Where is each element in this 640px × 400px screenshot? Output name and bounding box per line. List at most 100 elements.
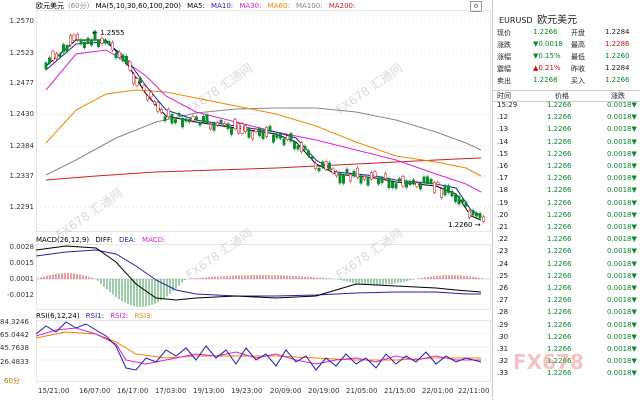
- macd-tick: -0.0012: [6, 291, 34, 299]
- candle-body: [275, 134, 279, 139]
- candle-body: [90, 40, 93, 46]
- tick-time: .19: [497, 198, 509, 207]
- candle-body: [135, 78, 139, 86]
- candle-body: [69, 35, 72, 46]
- tick-change: 0.0018▼: [607, 174, 637, 183]
- candle-body: [177, 113, 181, 116]
- candle-body: [142, 85, 146, 91]
- candle-body: [408, 181, 412, 185]
- tick-price: 1.2266: [547, 296, 572, 305]
- rsi-params: RSI(6,12,24): [36, 312, 80, 320]
- tick-price: 1.2266: [547, 345, 572, 353]
- candle-body: [48, 57, 51, 64]
- candle-body: [188, 119, 191, 123]
- rsi-legend: RSI(6,12,24) RSI1: RSI2: RSI3:: [36, 312, 157, 320]
- candle-body: [237, 123, 240, 134]
- tick-price: 1.2266: [547, 137, 572, 146]
- candle-body: [422, 176, 426, 184]
- tick-row: .18 1.2266 0.0018▼: [493, 186, 640, 197]
- ma60-legend: MA60:: [267, 2, 290, 10]
- tick-row: .31 1.2266 0.0018▼: [493, 345, 640, 356]
- time-label: 20/09:00: [270, 387, 302, 395]
- tick-price: 1.2266: [547, 210, 572, 219]
- candle-body: [76, 33, 79, 40]
- candle-body: [447, 185, 450, 193]
- tick-time: .30: [497, 332, 509, 341]
- candle-body: [282, 138, 286, 146]
- tick-row: .25 1.2266 0.0018▼: [493, 272, 640, 283]
- candle-body: [289, 133, 293, 142]
- low-marker: 1.2260 →: [448, 221, 481, 229]
- fx678-logo: FX678: [513, 350, 584, 374]
- tick-price: 1.2266: [547, 101, 572, 109]
- candle-body: [160, 108, 163, 113]
- candle-body: [433, 182, 436, 193]
- tick-price: 1.2266: [547, 271, 572, 280]
- tick-price: 1.2266: [547, 369, 572, 378]
- candle-body: [359, 175, 363, 184]
- quote-label: 昨收: [571, 65, 585, 73]
- candle-body: [223, 122, 226, 126]
- tick-price: 1.2266: [547, 149, 572, 158]
- quote-row: 现价 1.2266 开盘 1.2284: [497, 28, 637, 38]
- rsi-chart[interactable]: [36, 320, 491, 382]
- tick-header: 时间 价格 涨跌: [493, 90, 640, 102]
- rsi-tick: 84.3246: [0, 318, 29, 326]
- period-selector[interactable]: 60分: [4, 377, 20, 385]
- candle-body: [478, 213, 482, 219]
- tick-time: .15: [497, 149, 509, 158]
- tick-time: .33: [497, 369, 509, 378]
- tick-row: .33 1.2266 0.0018▼: [493, 369, 640, 380]
- candle-body: [83, 41, 86, 48]
- tick-change: 0.0018▼: [607, 210, 637, 219]
- candle-body: [436, 182, 440, 185]
- candle-body: [79, 39, 83, 45]
- tick-change: 0.0018▼: [607, 162, 637, 170]
- price-chart[interactable]: ← 1.2555 1.2260 →: [36, 10, 491, 232]
- time-label: 19/13:00: [193, 387, 225, 395]
- candle-body: [356, 167, 359, 178]
- rsi3-line: [36, 331, 481, 361]
- tick-change: 0.0018▼: [607, 247, 637, 256]
- candle-body: [268, 125, 272, 132]
- tick-header-change: 涨跌: [611, 92, 625, 100]
- macd-params: MACD(26,12,9): [36, 236, 90, 244]
- tick-change: 0.0018▼: [607, 223, 637, 231]
- price-tick: 1.2337: [9, 172, 35, 180]
- candle-body: [328, 162, 331, 170]
- rsi-tick: 26.4833: [0, 358, 29, 366]
- tick-time: .27: [497, 296, 509, 305]
- candle-body: [65, 45, 69, 52]
- candle-body: [415, 182, 419, 187]
- tick-time: .20: [497, 210, 509, 219]
- candle-body: [153, 101, 156, 105]
- candle-body: [450, 190, 454, 197]
- tick-change: 0.0018▼: [607, 137, 637, 146]
- candle-body: [335, 171, 338, 177]
- diff-line: [36, 245, 482, 301]
- candle-body: [195, 116, 198, 121]
- candle-body: [72, 34, 76, 41]
- tick-row: .12 1.2266 0.0018▼: [493, 113, 640, 124]
- tick-change: 0.0018▼: [607, 271, 637, 280]
- candle-body: [219, 120, 223, 124]
- tick-change: 0.0018▼: [607, 113, 637, 122]
- quote-value: 1.2284: [605, 64, 630, 72]
- quote-value: ▲0.21%: [533, 64, 561, 72]
- ma100-legend: MA100:: [296, 2, 323, 10]
- candle-body: [139, 77, 142, 83]
- tick-price: 1.2266: [547, 223, 572, 231]
- tick-price: 1.2266: [547, 247, 572, 256]
- tick-time: .18: [497, 186, 509, 195]
- rsi2-legend: RSI2:: [110, 312, 129, 320]
- tick-row: .32 1.2266 0.0018▼: [493, 357, 640, 368]
- settings-icon[interactable]: ⚙: [470, 1, 482, 12]
- candle-body: [405, 180, 408, 188]
- tick-change: 0.0018▼: [607, 235, 637, 244]
- quote-value: 1.2260: [605, 52, 630, 60]
- quote-label: 最高: [571, 41, 585, 49]
- candle-body: [100, 38, 104, 44]
- tick-row: .21 1.2266 0.0018▼: [493, 223, 640, 234]
- quote-value: 1.2284: [605, 28, 630, 36]
- macd-chart[interactable]: [36, 244, 491, 310]
